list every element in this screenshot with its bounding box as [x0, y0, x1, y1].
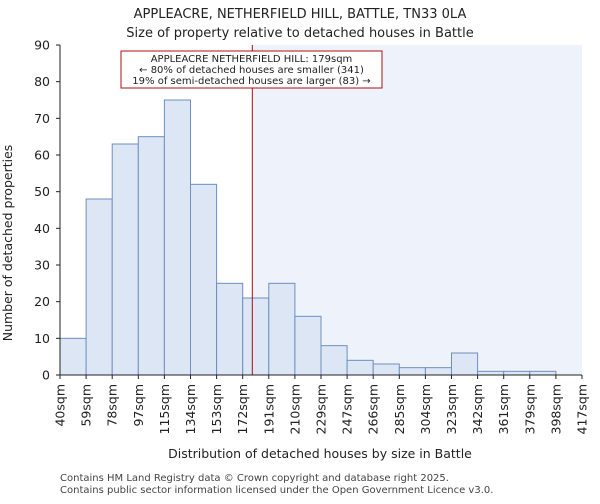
histogram-bar: [111, 143, 139, 376]
y-tick-label: 80: [34, 74, 50, 89]
annotation-border: [120, 50, 383, 89]
y-tick-label: 0: [42, 368, 50, 383]
histogram-bar: [294, 315, 322, 376]
y-axis-ticks: 0 10 20 30 40 50 60 70 80 90: [34, 38, 60, 383]
histogram-bar: [398, 367, 426, 376]
x-tick-label: 134sqm: [183, 384, 198, 434]
histogram-bar: [137, 136, 165, 376]
x-tick-label: 304sqm: [418, 384, 433, 434]
y-axis-label: Number of detached properties: [0, 145, 15, 342]
histogram-bar: [503, 370, 531, 376]
chart-title: APPLEACRE, NETHERFIELD HILL, BATTLE, TN3…: [134, 7, 467, 22]
y-tick-label: 20: [34, 294, 50, 309]
x-tick-label: 115sqm: [157, 384, 172, 434]
x-tick-label: 59sqm: [79, 384, 94, 427]
annotation-line-1: APPLEACRE NETHERFIELD HILL: 179sqm: [151, 54, 353, 65]
annotation-line-3: 19% of semi-detached houses are larger (…: [132, 76, 370, 87]
x-tick-label: 285sqm: [392, 384, 407, 434]
y-tick-label: 50: [34, 184, 50, 199]
x-tick-label: 323sqm: [444, 384, 459, 434]
x-tick-label: 379sqm: [522, 384, 537, 434]
footer-line-2: Contains public sector information licen…: [60, 485, 493, 496]
histogram-bar: [268, 282, 296, 376]
chart-subtitle: Size of property relative to detached ho…: [126, 26, 473, 41]
histogram-bar: [320, 345, 348, 376]
histogram-bar: [477, 370, 505, 376]
footer-line-1: Contains HM Land Registry data © Crown c…: [60, 473, 449, 484]
y-tick-label: 10: [34, 331, 50, 346]
annotation-line-2: ← 80% of detached houses are smaller (34…: [139, 65, 364, 76]
x-tick-label: 97sqm: [131, 384, 146, 427]
histogram-bar: [216, 282, 244, 376]
histogram-bar: [242, 297, 270, 376]
x-tick-label: 247sqm: [340, 384, 355, 434]
histogram-bar: [451, 352, 479, 376]
x-tick-label: 78sqm: [105, 384, 120, 427]
x-tick-label: 398sqm: [548, 384, 563, 434]
x-axis-label: Distribution of detached houses by size …: [168, 446, 472, 461]
histogram-bar: [372, 363, 400, 376]
x-tick-label: 361sqm: [496, 384, 511, 434]
x-tick-label: 191sqm: [261, 384, 276, 434]
y-tick-label: 30: [34, 258, 50, 273]
histogram-bar: [424, 367, 452, 376]
y-tick-label: 40: [34, 221, 50, 236]
y-tick-label: 90: [34, 38, 50, 53]
y-tick-label: 60: [34, 148, 50, 163]
histogram-bar: [59, 337, 87, 376]
x-tick-label: 153sqm: [209, 384, 224, 434]
x-tick-label: 229sqm: [314, 384, 329, 434]
x-tick-label: 40sqm: [53, 384, 68, 427]
bars-group: [59, 99, 557, 376]
histogram-bar: [85, 198, 113, 376]
x-axis-ticks: 40sqm 59sqm 78sqm 97sqm 115sqm 134sqm 153sqm 17…: [53, 375, 590, 434]
histogram-bar: [529, 370, 557, 376]
histogram-bar: [346, 359, 374, 376]
histogram-bar: [190, 183, 218, 376]
x-tick-label: 210sqm: [287, 384, 302, 434]
x-tick-label: 266sqm: [366, 384, 381, 434]
histogram-bar: [163, 99, 191, 376]
annotation-box: APPLEACRE NETHERFIELD HILL: 179sqm ← 80%…: [120, 50, 383, 89]
y-tick-label: 70: [34, 111, 50, 126]
x-tick-label: 172sqm: [235, 384, 250, 434]
x-tick-label: 417sqm: [575, 384, 590, 434]
x-tick-label: 342sqm: [470, 384, 485, 434]
